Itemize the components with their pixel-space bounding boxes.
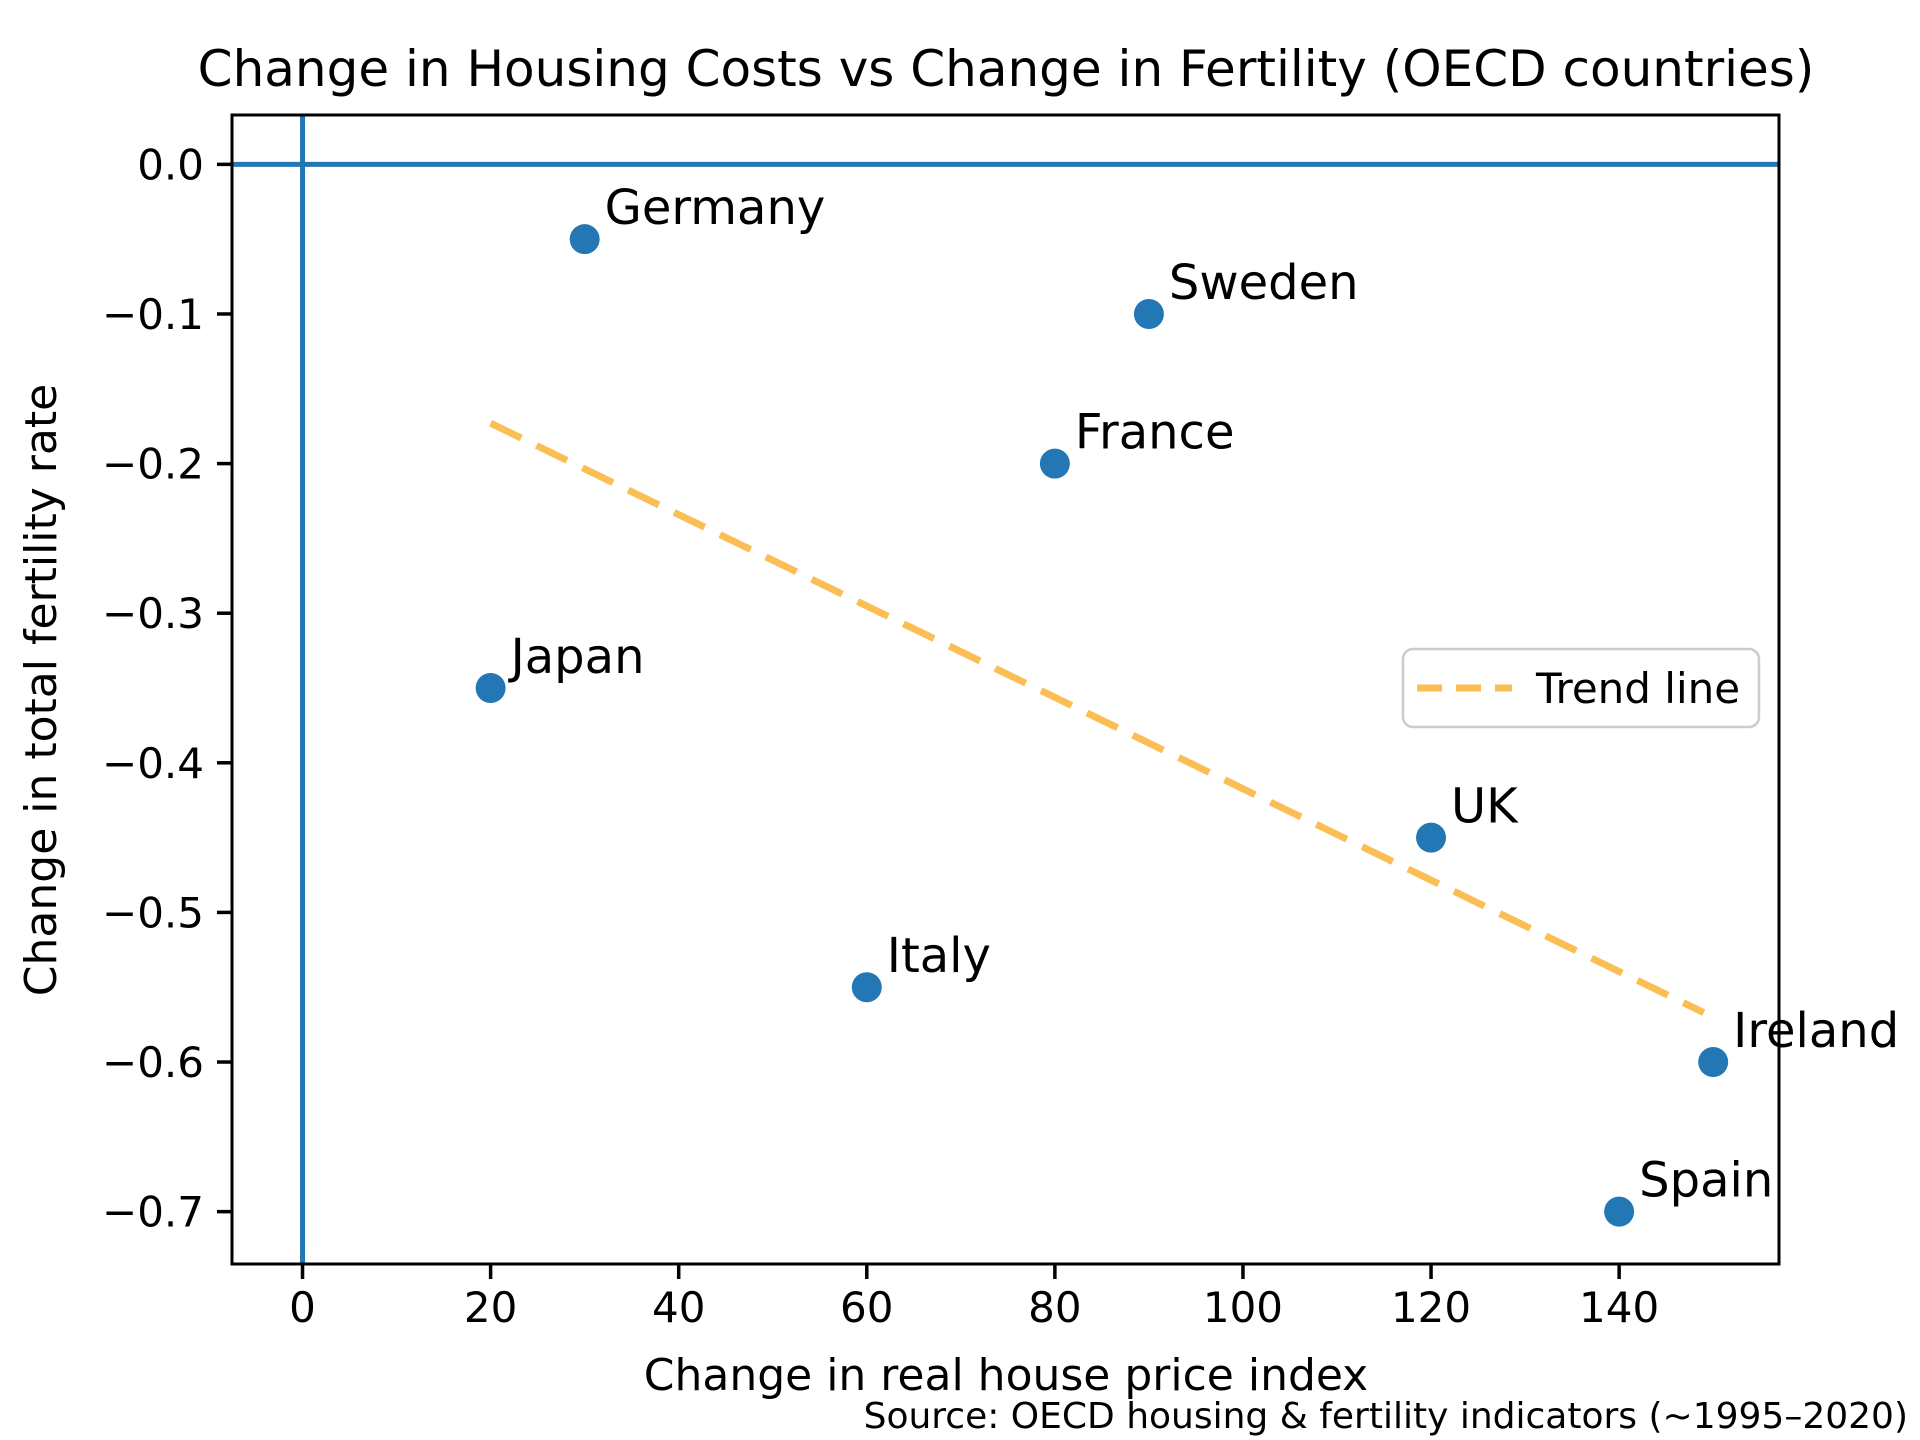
point-label-ireland: Ireland: [1733, 1003, 1899, 1059]
point-label-spain: Spain: [1639, 1153, 1773, 1209]
zero-lines-layer: [232, 115, 1779, 1264]
point-label-germany: Germany: [605, 180, 826, 236]
y-tick-label: −0.4: [102, 739, 204, 788]
y-tick-label: −0.6: [102, 1038, 204, 1087]
y-tick-label: −0.1: [102, 290, 204, 339]
source-note: Source: OECD housing & fertility indicat…: [864, 1396, 1908, 1437]
x-tick-label: 120: [1391, 1283, 1471, 1332]
legend: Trend line: [1401, 647, 1761, 729]
point-label-italy: Italy: [887, 928, 991, 984]
y-axis-label: Change in total fertility rate: [16, 384, 67, 996]
chart-title: Change in Housing Costs vs Change in Fer…: [198, 40, 1815, 98]
y-tick-label: −0.5: [102, 888, 204, 937]
x-axis-label: Change in real house price index: [644, 1350, 1368, 1401]
trend-line: [489, 420, 1706, 1016]
x-tick-label: 100: [1203, 1283, 1283, 1332]
y-tick-label: 0.0: [137, 140, 204, 189]
data-point-japan: [475, 673, 506, 704]
data-point-uk: [1416, 822, 1447, 853]
y-tick-label: −0.3: [102, 589, 204, 638]
legend-label: Trend line: [1535, 664, 1740, 713]
data-point-france: [1039, 448, 1070, 479]
y-tick-label: −0.7: [102, 1188, 204, 1237]
x-tick-label: 0: [289, 1283, 316, 1332]
y-tick-label: −0.2: [102, 440, 204, 489]
plot-frame: [230, 113, 1781, 1266]
x-tick-label: 20: [464, 1283, 517, 1332]
x-tick-label: 140: [1579, 1283, 1659, 1332]
data-point-germany: [569, 224, 600, 255]
legend-box: [1401, 647, 1761, 729]
point-label-sweden: Sweden: [1169, 255, 1359, 311]
data-point-ireland: [1698, 1047, 1729, 1078]
x-tick-label: 80: [1028, 1283, 1081, 1332]
trend-line-layer: [489, 420, 1706, 1016]
data-point-italy: [851, 972, 882, 1003]
data-points-layer: [475, 224, 1729, 1227]
data-point-sweden: [1133, 298, 1164, 329]
x-tick-label: 40: [652, 1283, 705, 1332]
point-label-france: France: [1075, 405, 1235, 461]
point-label-japan: Japan: [508, 629, 645, 685]
x-tick-label: 60: [840, 1283, 893, 1332]
axis-ticks-layer: 0 20 40 60 80 100 120 140 0.0 −0.1 −0.2 −0.3 −0.4 −0.…: [102, 140, 1659, 1332]
point-label-uk: UK: [1451, 779, 1519, 835]
data-point-spain: [1604, 1196, 1635, 1227]
point-labels-layer: Germany Sweden France Japan UK Italy Ireland Sp…: [508, 180, 1900, 1208]
